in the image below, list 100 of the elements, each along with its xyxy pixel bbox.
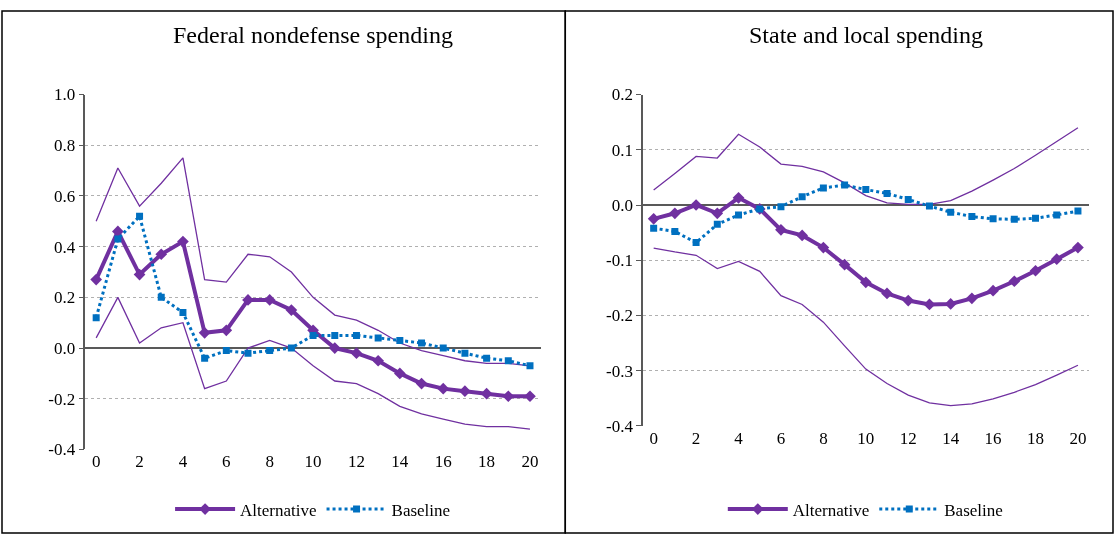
y-tick-label: 0.0 xyxy=(611,195,633,215)
point xyxy=(483,354,491,362)
x-tick-label: 8 xyxy=(265,452,274,472)
point xyxy=(1010,215,1018,223)
point xyxy=(526,362,534,370)
point xyxy=(881,287,893,300)
x-tick-label: 16 xyxy=(984,428,1002,448)
x-tick-label: 20 xyxy=(521,452,539,472)
point xyxy=(244,349,252,357)
x-tick-label: 12 xyxy=(899,428,917,448)
point xyxy=(524,390,536,403)
y-tick-label: 0.2 xyxy=(611,85,633,105)
point xyxy=(650,224,658,232)
point xyxy=(266,347,274,355)
point xyxy=(155,248,168,261)
point xyxy=(136,212,144,220)
y-tick-label: -0.3 xyxy=(605,361,633,381)
y-tick-label: -0.4 xyxy=(48,440,76,460)
chart-title: Federal nondefense spending xyxy=(173,22,453,48)
point xyxy=(396,336,404,344)
y-tick-label: 1.0 xyxy=(53,85,76,105)
point xyxy=(902,294,915,307)
y-tick-label: 0.4 xyxy=(53,237,76,257)
legend-label: Alternative xyxy=(792,500,870,520)
legend-label: Baseline xyxy=(944,500,1003,520)
x-tick-label: 12 xyxy=(347,452,365,472)
point xyxy=(418,339,426,347)
point xyxy=(222,347,230,355)
point xyxy=(777,203,785,211)
x-tick-label: 18 xyxy=(1027,428,1045,448)
point xyxy=(925,202,933,210)
legend-label: Alternative xyxy=(240,500,317,520)
point xyxy=(732,191,745,204)
point xyxy=(179,309,187,317)
line-series xyxy=(653,247,1079,407)
point xyxy=(987,284,999,297)
point xyxy=(1072,241,1084,254)
point xyxy=(838,258,851,271)
x-tick-label: 2 xyxy=(691,428,701,448)
point xyxy=(798,193,806,201)
y-tick-label: 0.0 xyxy=(53,339,76,359)
x-tick-label: 0 xyxy=(91,452,101,472)
point xyxy=(862,186,870,194)
y-tick-label: 0.2 xyxy=(53,288,76,308)
y-tick-label: -0.2 xyxy=(605,306,633,326)
point xyxy=(841,181,849,189)
point xyxy=(775,224,787,236)
point xyxy=(114,235,122,243)
x-tick-label: 10 xyxy=(304,452,322,472)
x-tick-label: 6 xyxy=(776,428,786,448)
point xyxy=(711,207,724,220)
y-tick-label: -0.2 xyxy=(48,389,76,409)
y-tick-label: -0.4 xyxy=(605,416,634,436)
line-series xyxy=(95,296,531,430)
point xyxy=(669,207,681,220)
y-tick-label: 0.1 xyxy=(611,140,633,160)
point xyxy=(817,241,830,254)
x-tick-label: 2 xyxy=(135,452,144,472)
y-tick-label: -0.1 xyxy=(605,251,633,271)
chart-title: State and local spending xyxy=(749,22,983,48)
point xyxy=(1053,211,1061,219)
x-tick-label: 0 xyxy=(649,428,658,448)
point xyxy=(287,344,295,352)
point xyxy=(735,211,743,219)
point xyxy=(1074,207,1082,215)
point xyxy=(947,208,955,216)
point xyxy=(796,229,809,242)
x-tick-label: 20 xyxy=(1069,428,1087,448)
x-tick-label: 14 xyxy=(942,428,960,448)
point xyxy=(968,213,976,221)
x-tick-label: 4 xyxy=(178,452,188,472)
point xyxy=(198,327,211,339)
point xyxy=(328,342,341,354)
point xyxy=(647,212,660,225)
point xyxy=(713,220,721,228)
y-tick-label: 0.6 xyxy=(53,186,76,206)
point xyxy=(350,347,363,359)
point xyxy=(819,184,827,192)
point xyxy=(285,304,298,316)
point xyxy=(133,268,146,281)
point xyxy=(504,357,512,365)
point xyxy=(177,235,189,248)
legend-label: Baseline xyxy=(391,500,451,520)
x-tick-label: 10 xyxy=(857,428,875,448)
point xyxy=(904,195,912,203)
point xyxy=(671,228,679,236)
point xyxy=(331,331,339,339)
x-tick-label: 16 xyxy=(434,452,452,472)
point xyxy=(692,239,700,247)
point xyxy=(1029,264,1042,277)
point xyxy=(1032,214,1040,222)
point xyxy=(989,215,997,223)
point xyxy=(459,385,471,398)
point xyxy=(372,354,384,367)
point xyxy=(461,349,469,357)
point xyxy=(201,354,209,362)
point xyxy=(90,273,103,286)
point xyxy=(393,367,406,380)
point xyxy=(439,344,447,352)
point xyxy=(352,331,360,339)
